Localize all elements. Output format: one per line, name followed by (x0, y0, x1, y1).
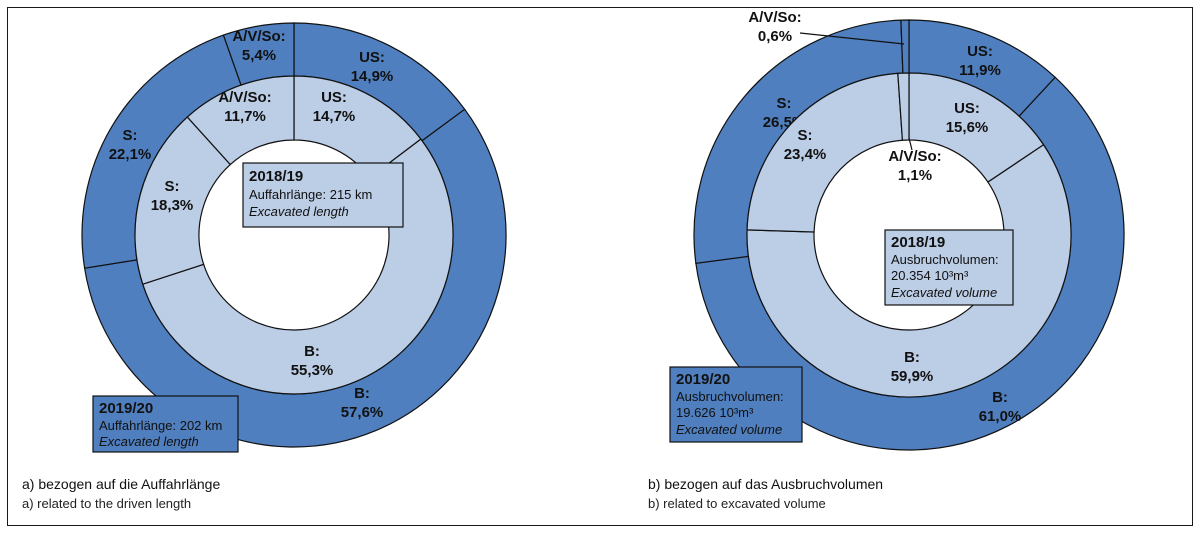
figure-frame (7, 7, 1193, 526)
inner-box-measure-en-b: Excavated volume (891, 285, 997, 300)
outer-info-box-b: 2019/20 Ausbruchvolumen: 19.626 10³m³ Ex… (669, 366, 803, 443)
outer-box-year-b: 2019/20 (676, 371, 730, 388)
inner-label-us: US: 15,6% (946, 100, 989, 136)
inner-info-box-b: 2018/19 Ausbruchvolumen: 20.354 10³m³ Ex… (884, 229, 1014, 306)
inner-info-box-a: 2018/19 Auffahrlänge: 215 km Excavated l… (242, 162, 404, 228)
inner-box-measure-b: Ausbruchvolumen: (891, 252, 999, 267)
outer-info-box-a: 2019/20 Auffahrlänge: 202 km Excavated l… (92, 395, 239, 453)
inner-label-us: US: 14,7% (313, 89, 356, 125)
outer-label-s: S: 22,1% (109, 127, 152, 163)
inner-slice-b (142, 138, 454, 395)
caption-a-de: a) bezogen auf die Auffahrlänge (22, 476, 220, 492)
inner-label-s: S: 23,4% (784, 127, 827, 163)
outer-slice-a-v-so (900, 19, 910, 74)
outer-box-measure-en-a: Excavated length (99, 434, 199, 449)
donut-chart-b: US: 11,9% B: 61,0% S: 26,5% A/V/So: 0,6% US: 15,6… (693, 9, 1125, 451)
inner-box-measure-a: Auffahrlänge: 215 km (249, 187, 372, 202)
inner-label-s: S: 18,3% (151, 178, 194, 214)
outer-box-measure-a: Auffahrlänge: 202 km (99, 418, 222, 433)
inner-slice-a-v-so (186, 75, 295, 166)
outer-box-measure-b: Ausbruchvolumen: (676, 389, 784, 404)
inner-box-year-a: 2018/19 (249, 168, 303, 185)
caption-b-de: b) bezogen auf das Ausbruchvolumen (648, 476, 883, 492)
inner-label-b: B: 55,3% (291, 343, 334, 379)
outer-label-b: B: 61,0% (979, 389, 1022, 425)
inner-leader-line (908, 137, 913, 151)
inner-label-a-v-so: A/V/So: 1,1% (888, 148, 941, 184)
outer-label-us: US: 11,9% (959, 43, 1001, 79)
outer-box-year-a: 2019/20 (99, 400, 153, 417)
inner-box-measure-en-a: Excavated length (249, 204, 349, 219)
outer-label-b: B: 57,6% (341, 385, 384, 421)
inner-label-b: B: 59,9% (891, 349, 934, 385)
caption-b-en: b) related to excavated volume (648, 496, 826, 511)
outer-box-value-b: 19.626 10³m³ (676, 405, 754, 420)
outer-label-us: US: 14,9% (351, 49, 394, 85)
inner-slice-s (746, 72, 904, 233)
inner-label-a-v-so: A/V/So: 11,7% (218, 89, 271, 125)
outer-label-s: S: 26,5% (763, 95, 806, 131)
outer-label-a-v-so: A/V/So: 0,6% (748, 9, 801, 45)
donut-chart-a: US: 14,9% B: 57,6% S: 22,1% A/V/So: 5,4% US: 14,7… (81, 22, 507, 448)
inner-box-year-b: 2018/19 (891, 234, 945, 251)
outer-label-a-v-so: A/V/So: 5,4% (232, 28, 285, 64)
outer-leader-line (799, 32, 905, 45)
outer-box-measure-en-b: Excavated volume (676, 422, 782, 437)
inner-box-value-b: 20.354 10³m³ (891, 268, 969, 283)
caption-a-en: a) related to the driven length (22, 496, 191, 511)
